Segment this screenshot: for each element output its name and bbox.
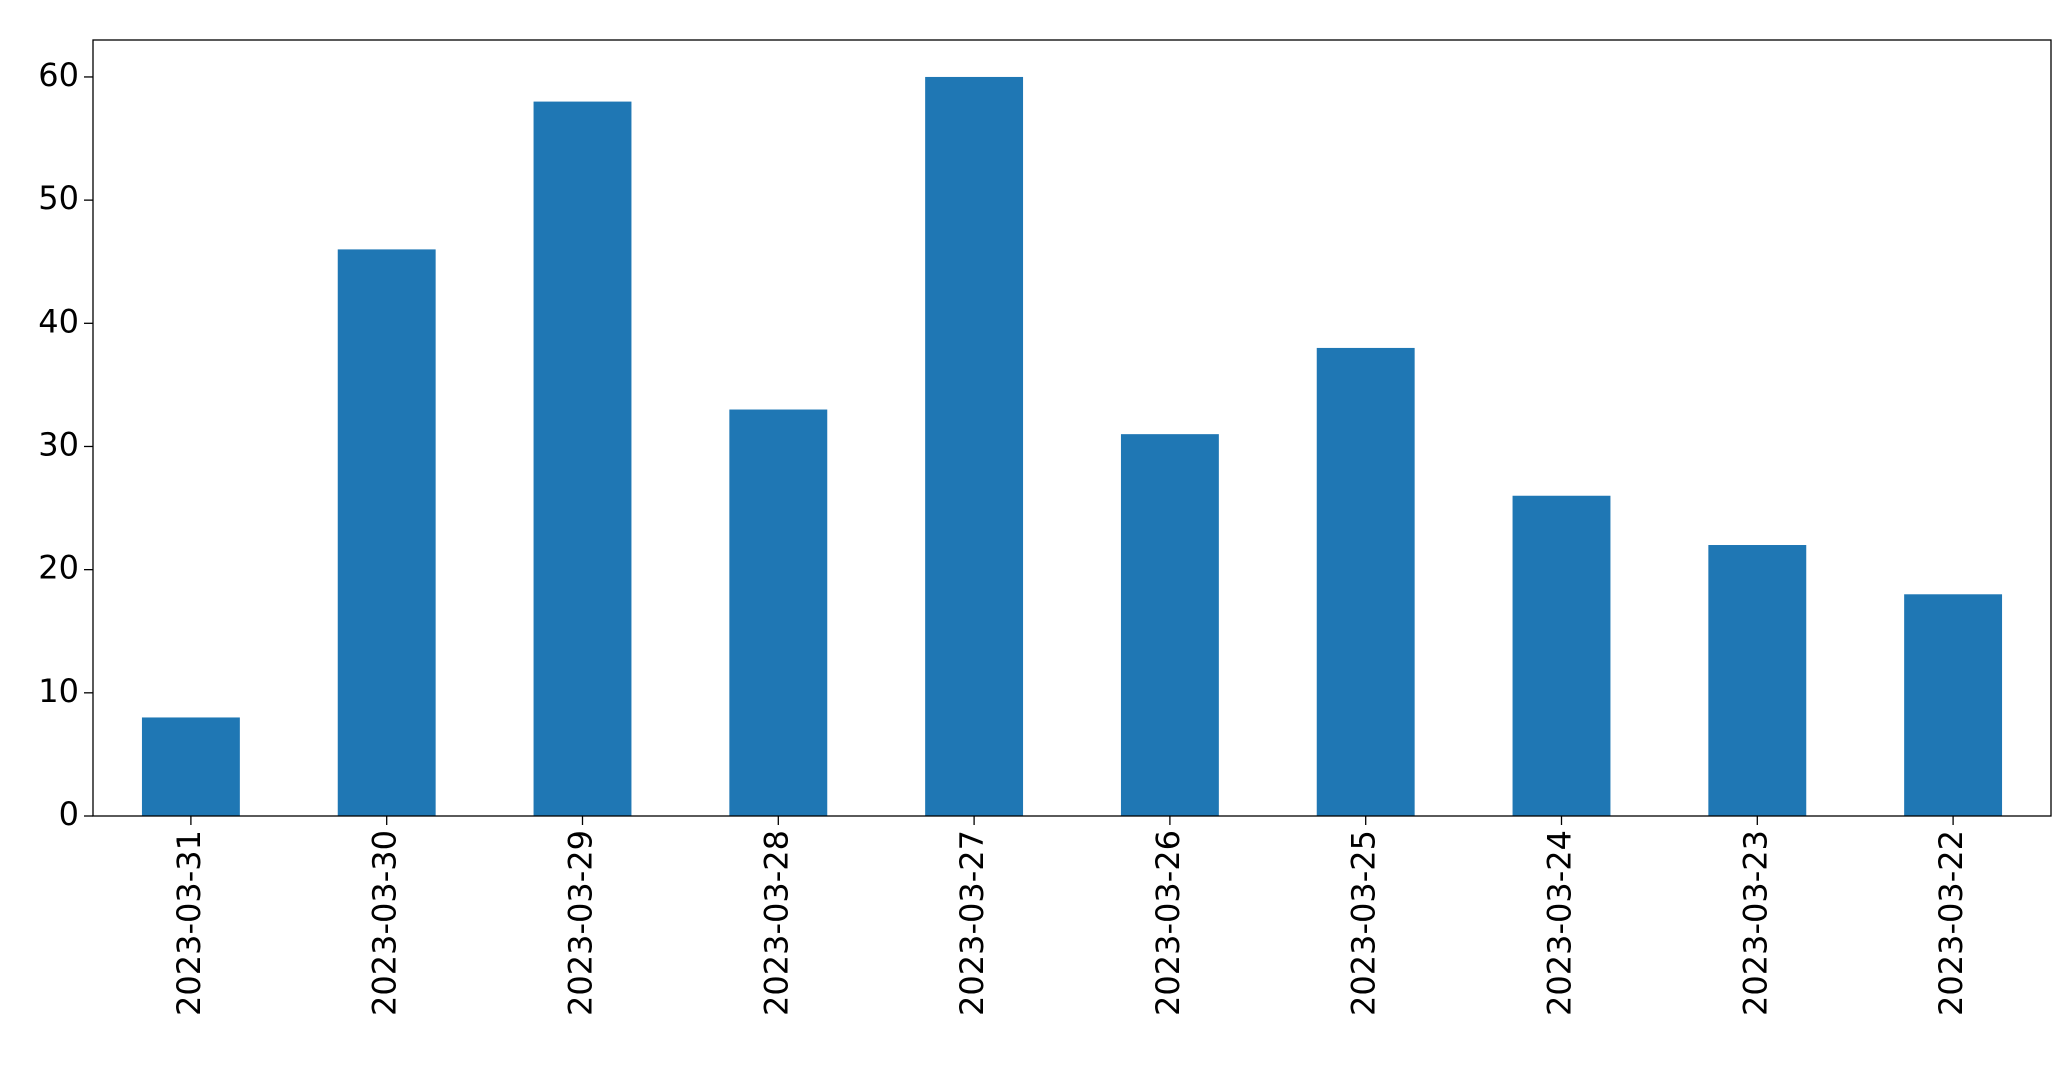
bar [1316,347,1415,816]
x-tick-label: 2023-03-26 [1149,830,1187,1016]
bar [533,101,632,817]
bar [337,249,436,816]
x-tick-label: 2023-03-31 [170,830,208,1016]
x-tick-label: 2023-03-30 [366,830,404,1016]
bar [1120,434,1219,816]
y-tick-label: 30 [38,425,79,463]
x-tick-label: 2023-03-24 [1541,830,1579,1016]
x-tick-label: 2023-03-23 [1736,830,1774,1016]
x-tick-label: 2023-03-28 [757,830,795,1016]
bar [141,717,240,816]
x-tick-label: 2023-03-29 [562,830,600,1016]
y-tick-label: 50 [38,179,79,217]
bar [925,76,1024,816]
x-tick-label: 2023-03-27 [953,830,991,1016]
x-tick-label: 2023-03-22 [1932,830,1970,1016]
y-tick-label: 10 [38,672,79,710]
x-tick-label: 2023-03-25 [1345,830,1383,1016]
y-tick-label: 0 [59,795,79,833]
bar [1708,545,1807,816]
y-tick-label: 20 [38,549,79,587]
y-tick-label: 40 [38,302,79,340]
y-tick-label: 60 [38,56,79,94]
bar [729,409,828,816]
bar [1904,594,2003,816]
bar [1512,495,1611,816]
plot-frame [92,39,2052,817]
